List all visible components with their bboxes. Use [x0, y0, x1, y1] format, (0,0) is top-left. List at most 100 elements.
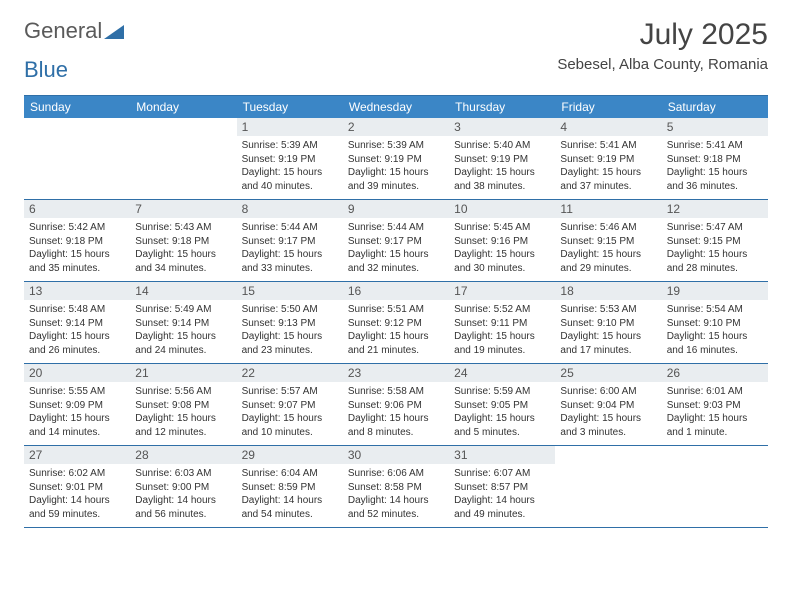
day-cell: 16Sunrise: 5:51 AMSunset: 9:12 PMDayligh… [343, 282, 449, 363]
day-cell [130, 118, 236, 199]
daylight-text: Daylight: 15 hours and 24 minutes. [135, 330, 231, 357]
daylight-text: Daylight: 15 hours and 16 minutes. [667, 330, 763, 357]
week-row: 27 Sunrise: 6:02 AMSunset: 9:01 PM Dayligh… [24, 446, 768, 528]
day-cell: 31 Sunrise: 6:07 AMSunset: 8:57 PMDayligh… [449, 446, 555, 527]
daylight-text: Daylight: 15 hours and 39 minutes. [348, 166, 444, 193]
daylight-text: Daylight: 14 hours and 52 minutes. [348, 494, 444, 521]
day-details: Sunrise: 5:44 AMSunset: 9:17 PMDaylight:… [348, 221, 444, 275]
day-details: Sunrise: 5:42 AMSunset: 9:18 PMDaylight:… [29, 221, 125, 275]
sunset-text: Sunset: 9:04 PM [560, 399, 656, 413]
daylight-text: Daylight: 15 hours and 40 minutes. [242, 166, 338, 193]
sunset-text: Sunset: 9:15 PM [560, 235, 656, 249]
sunrise-text: Sunrise: 5:58 AM [348, 385, 444, 399]
day-number: 17 [449, 282, 555, 300]
sunrise-text: Sunrise: 6:00 AM [560, 385, 656, 399]
day-cell: 11Sunrise: 5:46 AMSunset: 9:15 PMDayligh… [555, 200, 661, 281]
daylight-text: Daylight: 15 hours and 19 minutes. [454, 330, 550, 357]
sunrise-text: Sunrise: 5:47 AM [667, 221, 763, 235]
day-details: Sunrise: 6:00 AMSunset: 9:04 PMDaylight:… [560, 385, 656, 439]
sunrise-text: Sunrise: 5:52 AM [454, 303, 550, 317]
day-cell: 25Sunrise: 6:00 AMSunset: 9:04 PMDayligh… [555, 364, 661, 445]
day-cell: 2 Sunrise: 5:39 AMSunset: 9:19 PMDaylight… [343, 118, 449, 199]
day-details: Sunrise: 5:41 AMSunset: 9:19 PMDaylight:… [560, 139, 656, 193]
day-details: Sunrise: 5:56 AMSunset: 9:08 PMDaylight:… [135, 385, 231, 439]
day-details: Sunrise: 5:48 AMSunset: 9:14 PMDaylight:… [29, 303, 125, 357]
sunrise-text: Sunrise: 5:39 AM [348, 139, 444, 153]
sunrise-text: Sunrise: 5:40 AM [454, 139, 550, 153]
sunset-text: Sunset: 9:18 PM [667, 153, 763, 167]
month-title: July 2025 [557, 18, 768, 52]
logo-triangle-icon [104, 23, 124, 39]
sunset-text: Sunset: 9:14 PM [135, 317, 231, 331]
day-cell: 12Sunrise: 5:47 AMSunset: 9:15 PMDayligh… [662, 200, 768, 281]
day-number: 9 [343, 200, 449, 218]
day-details: Sunrise: 5:51 AMSunset: 9:12 PMDaylight:… [348, 303, 444, 357]
day-cell: 24Sunrise: 5:59 AMSunset: 9:05 PMDayligh… [449, 364, 555, 445]
day-details: Sunrise: 6:07 AMSunset: 8:57 PMDaylight:… [454, 467, 550, 521]
sunrise-text: Sunrise: 5:41 AM [667, 139, 763, 153]
daylight-text: Daylight: 15 hours and 29 minutes. [560, 248, 656, 275]
day-details: Sunrise: 5:52 AMSunset: 9:11 PMDaylight:… [454, 303, 550, 357]
dow-tuesday: Tuesday [237, 96, 343, 118]
day-number: 29 [237, 446, 343, 464]
dow-friday: Friday [555, 96, 661, 118]
sunrise-text: Sunrise: 6:03 AM [135, 467, 231, 481]
daylight-text: Daylight: 15 hours and 34 minutes. [135, 248, 231, 275]
day-number: 6 [24, 200, 130, 218]
day-details: Sunrise: 5:59 AMSunset: 9:05 PMDaylight:… [454, 385, 550, 439]
day-number: 26 [662, 364, 768, 382]
day-number: 2 [343, 118, 449, 136]
daylight-text: Daylight: 14 hours and 49 minutes. [454, 494, 550, 521]
day-cell: 29Sunrise: 6:04 AMSunset: 8:59 PMDayligh… [237, 446, 343, 527]
sunrise-text: Sunrise: 5:59 AM [454, 385, 550, 399]
sunset-text: Sunset: 9:01 PM [29, 481, 125, 495]
sunrise-text: Sunrise: 6:02 AM [29, 467, 125, 481]
day-cell: 10 Sunrise: 5:45 AMSunset: 9:16 PMDayligh… [449, 200, 555, 281]
day-details: Sunrise: 5:45 AMSunset: 9:16 PMDaylight:… [454, 221, 550, 275]
sunrise-text: Sunrise: 6:07 AM [454, 467, 550, 481]
day-details: Sunrise: 5:39 AMSunset: 9:19 PMDaylight:… [348, 139, 444, 193]
week-row: 20Sunrise: 5:55 AMSunset: 9:09 PMDayligh… [24, 364, 768, 446]
dow-wednesday: Wednesday [343, 96, 449, 118]
day-cell: 13 Sunrise: 5:48 AMSunset: 9:14 PMDayligh… [24, 282, 130, 363]
sunset-text: Sunset: 8:58 PM [348, 481, 444, 495]
day-number: 13 [24, 282, 130, 300]
sunset-text: Sunset: 9:06 PM [348, 399, 444, 413]
day-details: Sunrise: 5:49 AMSunset: 9:14 PMDaylight:… [135, 303, 231, 357]
daylight-text: Daylight: 15 hours and 38 minutes. [454, 166, 550, 193]
day-cell: 27Sunrise: 6:02 AMSunset: 9:01 PMDayligh… [24, 446, 130, 527]
day-number: 14 [130, 282, 236, 300]
day-number: 22 [237, 364, 343, 382]
day-cell: 17 Sunrise: 5:52 AMSunset: 9:11 PMDayligh… [449, 282, 555, 363]
daylight-text: Daylight: 15 hours and 14 minutes. [29, 412, 125, 439]
day-cell: 21Sunrise: 5:56 AMSunset: 9:08 PMDayligh… [130, 364, 236, 445]
day-number: 1 [237, 118, 343, 136]
day-number: 28 [130, 446, 236, 464]
day-details: Sunrise: 5:58 AMSunset: 9:06 PMDaylight:… [348, 385, 444, 439]
sunset-text: Sunset: 9:14 PM [29, 317, 125, 331]
sunset-text: Sunset: 9:03 PM [667, 399, 763, 413]
daylight-text: Daylight: 14 hours and 56 minutes. [135, 494, 231, 521]
sunrise-text: Sunrise: 5:48 AM [29, 303, 125, 317]
sunset-text: Sunset: 9:19 PM [242, 153, 338, 167]
day-number: 27 [24, 446, 130, 464]
day-cell: 20Sunrise: 5:55 AMSunset: 9:09 PMDayligh… [24, 364, 130, 445]
day-details: Sunrise: 5:57 AMSunset: 9:07 PMDaylight:… [242, 385, 338, 439]
day-number: 20 [24, 364, 130, 382]
sunrise-text: Sunrise: 5:49 AM [135, 303, 231, 317]
dow-sunday: Sunday [24, 96, 130, 118]
sunset-text: Sunset: 9:13 PM [242, 317, 338, 331]
day-cell: 23Sunrise: 5:58 AMSunset: 9:06 PMDayligh… [343, 364, 449, 445]
location-text: Sebesel, Alba County, Romania [557, 56, 768, 73]
day-number: 10 [449, 200, 555, 218]
daylight-text: Daylight: 15 hours and 26 minutes. [29, 330, 125, 357]
sunset-text: Sunset: 9:10 PM [560, 317, 656, 331]
day-cell: 8Sunrise: 5:44 AMSunset: 9:17 PMDaylight… [237, 200, 343, 281]
daylight-text: Daylight: 15 hours and 5 minutes. [454, 412, 550, 439]
day-number: 31 [449, 446, 555, 464]
week-row: 1Sunrise: 5:39 AMSunset: 9:19 PMDaylight… [24, 118, 768, 200]
sunset-text: Sunset: 9:15 PM [667, 235, 763, 249]
daylight-text: Daylight: 15 hours and 10 minutes. [242, 412, 338, 439]
day-cell [555, 446, 661, 527]
sunrise-text: Sunrise: 5:45 AM [454, 221, 550, 235]
